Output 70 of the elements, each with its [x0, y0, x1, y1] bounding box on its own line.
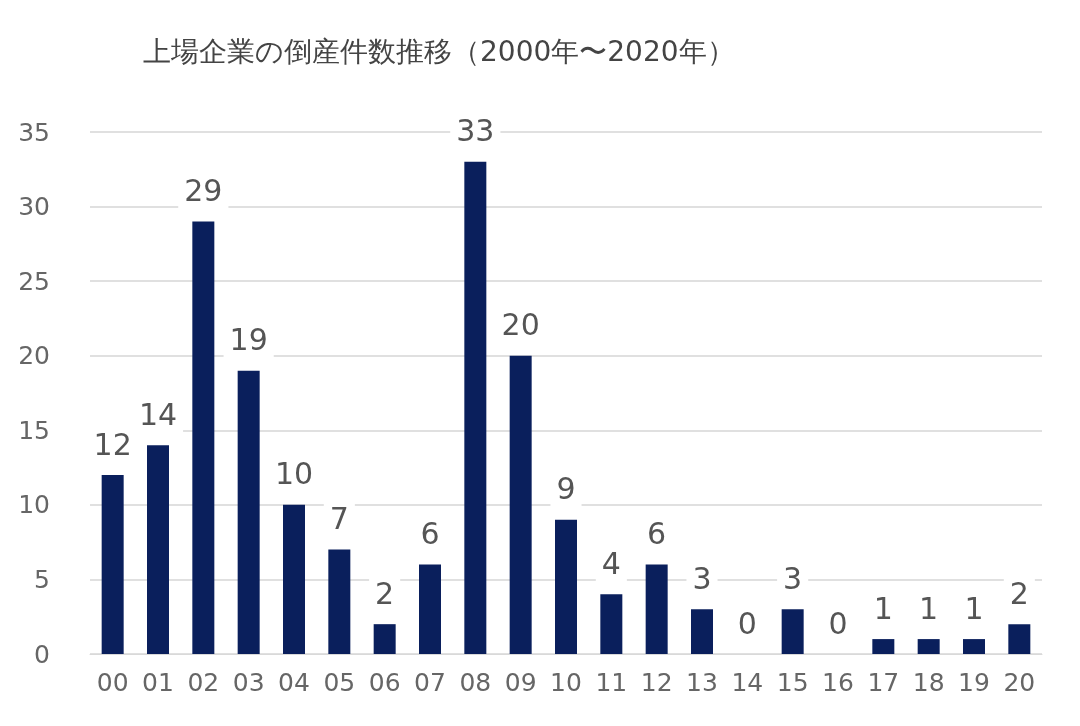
- data-label: 0: [828, 605, 848, 641]
- bar: [781, 609, 804, 654]
- data-label: 1: [873, 590, 893, 626]
- bar: [600, 594, 623, 654]
- x-tick-label: 04: [278, 668, 310, 697]
- x-tick-label: 18: [912, 668, 945, 697]
- x-tick-label: 06: [368, 668, 401, 697]
- x-tick-label: 01: [142, 668, 174, 697]
- bar: [645, 564, 668, 654]
- x-tick-label: 03: [232, 668, 265, 697]
- x-tick-label: 05: [323, 668, 356, 697]
- bar: [917, 639, 940, 654]
- x-tick-label: 19: [958, 668, 990, 697]
- x-tick-label: 15: [776, 668, 809, 697]
- data-label: 2: [1009, 575, 1029, 611]
- y-tick-label: 10: [18, 490, 50, 520]
- x-tick-label: 11: [595, 668, 628, 697]
- y-tick-label: 35: [18, 117, 50, 147]
- data-label: 12: [93, 426, 132, 462]
- data-label: 2: [375, 575, 395, 611]
- bar: [101, 475, 124, 654]
- x-tick-label: 12: [640, 668, 673, 697]
- data-label: 1: [964, 590, 984, 626]
- bar: [419, 564, 441, 654]
- y-tick-label: 0: [34, 639, 50, 669]
- chart-title: 上場企業の倒産件数推移（2000年〜2020年）: [143, 34, 735, 68]
- data-label: 33: [456, 113, 495, 149]
- data-label: 19: [229, 322, 268, 358]
- bar: [555, 519, 577, 654]
- data-label: 10: [274, 456, 314, 492]
- data-label: 6: [420, 516, 440, 552]
- y-tick-label: 20: [18, 341, 50, 371]
- x-tick-label: 17: [867, 668, 900, 697]
- bar: [373, 624, 396, 654]
- x-tick-label: 13: [686, 668, 718, 697]
- bar: [192, 221, 215, 654]
- x-tick-label: 02: [187, 668, 220, 697]
- x-tick-label: 00: [96, 668, 129, 697]
- bar: [464, 161, 487, 654]
- data-label: 7: [329, 501, 349, 537]
- x-tick-label: 20: [1003, 668, 1036, 697]
- data-label: 3: [692, 560, 712, 596]
- x-tick-label: 08: [459, 668, 492, 697]
- data-label: 3: [783, 560, 803, 596]
- data-label: 4: [601, 545, 621, 581]
- data-label: 20: [501, 307, 540, 343]
- data-label: 6: [647, 516, 667, 552]
- data-label: 29: [184, 172, 223, 208]
- bar: [1008, 624, 1031, 654]
- bar: [691, 609, 713, 654]
- x-tick-label: 10: [550, 668, 582, 697]
- x-tick-label: 16: [822, 668, 854, 697]
- bar: [283, 504, 305, 654]
- bar: [872, 639, 895, 654]
- bar: [237, 370, 260, 654]
- x-tick-label: 09: [504, 668, 537, 697]
- y-tick-label: 5: [34, 564, 50, 594]
- y-tick-label: 25: [18, 266, 50, 296]
- data-label: 0: [737, 605, 757, 641]
- data-label: 14: [138, 396, 178, 432]
- bar: [147, 445, 169, 654]
- y-tick-label: 15: [18, 415, 50, 445]
- x-tick-label: 07: [414, 668, 446, 697]
- x-tick-label: 14: [731, 668, 764, 697]
- bar: [328, 549, 351, 654]
- data-label: 1: [919, 590, 939, 626]
- data-label: 9: [556, 471, 576, 507]
- bar: [509, 355, 532, 654]
- bar: [963, 639, 985, 654]
- y-tick-label: 30: [18, 192, 50, 222]
